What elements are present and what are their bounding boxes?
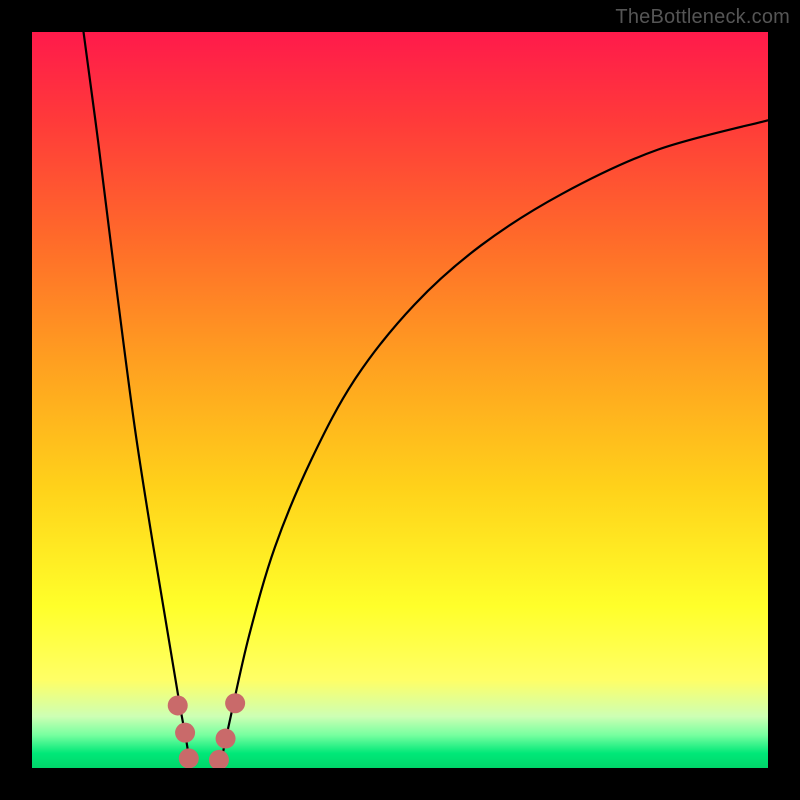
chart-svg bbox=[0, 0, 800, 800]
watermark-label: TheBottleneck.com bbox=[615, 6, 790, 29]
marker-point bbox=[179, 748, 199, 768]
marker-point bbox=[175, 723, 195, 743]
marker-point bbox=[209, 750, 229, 770]
marker-point bbox=[168, 695, 188, 715]
plot-area bbox=[32, 32, 768, 768]
chart-container: TheBottleneck.com bbox=[0, 0, 800, 800]
marker-point bbox=[225, 693, 245, 713]
marker-point bbox=[216, 729, 236, 749]
